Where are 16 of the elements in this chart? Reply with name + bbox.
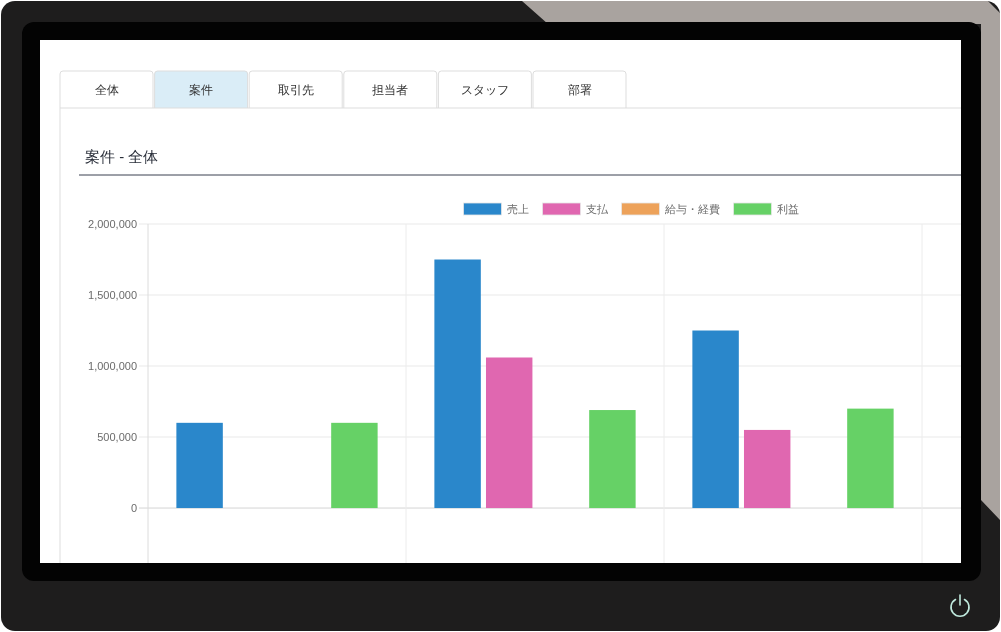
tab: スタッフ <box>437 70 532 109</box>
legend-label: 給与・経費 <box>663 203 720 215</box>
tab: 案件 <box>154 70 249 109</box>
y-tick-label: 500,000 <box>97 431 137 444</box>
tab: 部署 <box>532 70 627 109</box>
tab: 担当者 <box>343 70 438 109</box>
tab: 全体 <box>59 70 154 109</box>
y-tick-label: 1,000,000 <box>88 360 137 373</box>
tab: 取引先 <box>248 70 343 109</box>
y-tick-label: 2,000,000 <box>88 218 137 230</box>
y-tick-label: 1,500,000 <box>88 289 137 302</box>
legend-label: 利益 <box>776 203 799 215</box>
legend-label: 支払 <box>585 203 609 215</box>
legend-label: 売上 <box>506 203 529 215</box>
y-tick-label: 0 <box>130 502 137 515</box>
chart-title: 案件 - 全体 <box>85 148 159 165</box>
